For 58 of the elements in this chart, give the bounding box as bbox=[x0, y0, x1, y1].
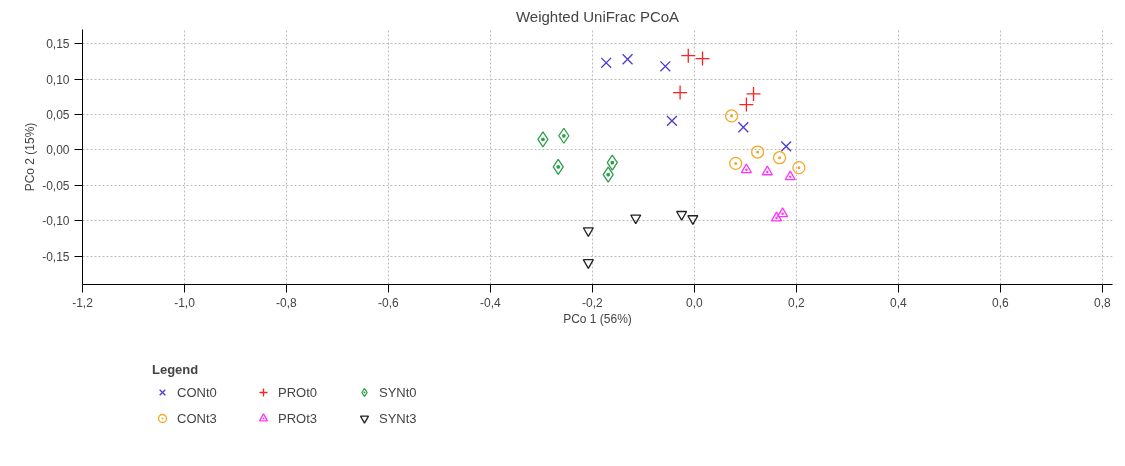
legend-label: SYNt0 bbox=[379, 384, 418, 400]
point bbox=[666, 115, 678, 127]
point bbox=[582, 227, 594, 238]
legend-label: CONt0 bbox=[177, 384, 218, 400]
point bbox=[602, 166, 614, 183]
y-tick-label: 0,00 bbox=[46, 143, 70, 158]
y-tick-label: 0,05 bbox=[46, 108, 70, 122]
point bbox=[672, 84, 688, 101]
x-tick-label: -0,4 bbox=[480, 295, 502, 310]
point bbox=[737, 121, 749, 133]
legend-label: CONt3 bbox=[177, 410, 218, 426]
x-tick-label: -0,6 bbox=[378, 295, 400, 310]
point bbox=[606, 154, 618, 171]
point bbox=[694, 50, 711, 67]
y-axis-title: PCo 2 (15%) bbox=[23, 122, 38, 192]
x-tick-label: -1,0 bbox=[174, 295, 196, 310]
point bbox=[772, 151, 787, 165]
chart-title: Weighted UniFrac PCoA bbox=[515, 7, 680, 25]
y-tick-label: -0,05 bbox=[42, 178, 70, 193]
y-tick-label: -0,15 bbox=[42, 249, 70, 264]
legend-label: SYNt3 bbox=[379, 410, 418, 426]
point bbox=[729, 156, 743, 171]
point bbox=[687, 215, 699, 226]
point bbox=[780, 140, 792, 152]
x-axis-title: PCo 1 (56%) bbox=[563, 311, 632, 326]
x-tick-label: 0,6 bbox=[991, 295, 1009, 310]
legend-label: PROt0 bbox=[278, 384, 318, 400]
point bbox=[776, 207, 789, 218]
point bbox=[630, 214, 642, 225]
point bbox=[659, 60, 671, 72]
point bbox=[582, 259, 594, 269]
x-tick-label: -1,2 bbox=[72, 295, 94, 310]
point bbox=[680, 48, 696, 64]
point bbox=[537, 131, 549, 148]
y-tick-label: 0,10 bbox=[46, 72, 70, 87]
point bbox=[740, 163, 753, 174]
point bbox=[600, 57, 612, 69]
x-tick-label: 0,2 bbox=[788, 295, 806, 310]
point bbox=[792, 160, 806, 175]
x-tick-label: 0,4 bbox=[890, 295, 908, 310]
point bbox=[738, 96, 755, 113]
point bbox=[784, 170, 796, 181]
point bbox=[745, 86, 762, 102]
legend-title: Legend bbox=[152, 362, 200, 377]
point bbox=[750, 145, 765, 159]
y-tick-label: 0,15 bbox=[46, 37, 70, 52]
x-tick-label: 0,0 bbox=[686, 295, 704, 310]
point bbox=[675, 210, 688, 221]
point bbox=[761, 165, 773, 176]
x-tick-label: 0,8 bbox=[1093, 295, 1111, 310]
point bbox=[724, 109, 739, 123]
x-tick-label: -0,8 bbox=[276, 295, 298, 310]
point bbox=[558, 127, 570, 144]
point bbox=[770, 211, 783, 222]
legend-label: PROt3 bbox=[278, 410, 318, 426]
x-tick-label: -0,2 bbox=[582, 295, 604, 310]
point bbox=[621, 53, 634, 65]
y-tick-label: -0,10 bbox=[42, 214, 70, 229]
